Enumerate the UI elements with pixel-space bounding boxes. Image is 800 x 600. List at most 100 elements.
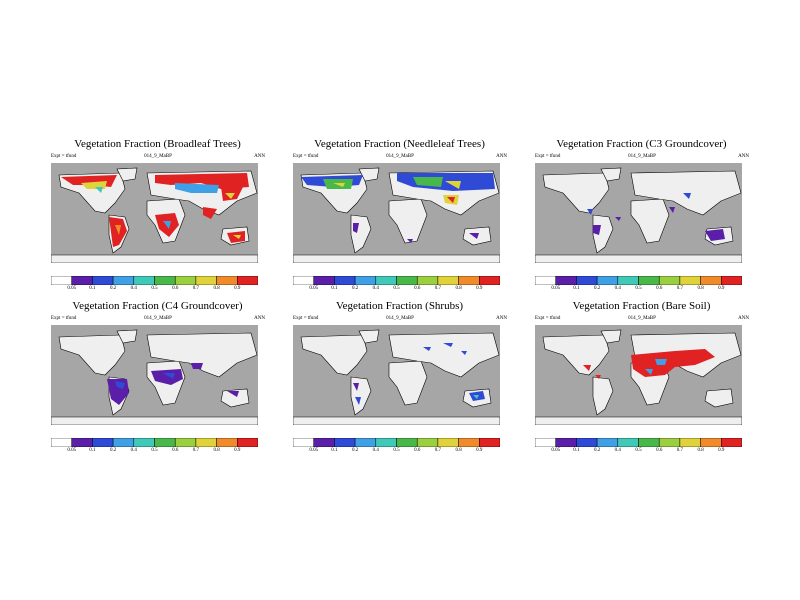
swatch-3 bbox=[596, 438, 619, 447]
swatch-0 bbox=[51, 438, 72, 447]
colorbar-tick-3: 0.4 bbox=[372, 448, 379, 453]
swatch-0 bbox=[293, 276, 314, 285]
colorbar: 0.05 0.1 0.2 0.4 0.5 0.6 0.7 0.8 0.9 bbox=[51, 438, 258, 454]
map-bare-soil bbox=[535, 325, 742, 425]
colorbar-tick-0: 0.05 bbox=[67, 286, 77, 291]
swatch-0 bbox=[293, 438, 314, 447]
colorbar-swatches bbox=[51, 438, 258, 447]
panel-subheader: Expt = tfund 014_9_MaBP ANN bbox=[293, 154, 507, 163]
colorbar-swatches bbox=[51, 276, 258, 285]
colorbar-tick-6: 0.7 bbox=[434, 286, 442, 291]
swatch-2 bbox=[576, 276, 598, 285]
panel-subheader: Expt = tfund 014_9_MaBP ANN bbox=[535, 316, 749, 325]
colorbar-tick-7: 0.8 bbox=[455, 448, 462, 453]
swatch-7 bbox=[679, 276, 701, 285]
panel-bare-soil: Vegetation Fraction (Bare Soil) Expt = t… bbox=[529, 300, 754, 505]
swatch-7 bbox=[195, 438, 217, 447]
colorbar-tick-5: 0.6 bbox=[414, 448, 421, 453]
land-greenland bbox=[358, 167, 380, 182]
swatch-5 bbox=[638, 438, 660, 447]
swatch-2 bbox=[576, 438, 598, 447]
swatch-5 bbox=[154, 438, 176, 447]
swatch-6 bbox=[174, 276, 197, 285]
swatch-0 bbox=[51, 276, 72, 285]
swatch-6 bbox=[174, 438, 197, 447]
colorbar-tick-7: 0.8 bbox=[213, 286, 220, 291]
colorbar-tick-1: 0.1 bbox=[331, 448, 338, 453]
colorbar-tick-3: 0.4 bbox=[372, 286, 379, 291]
colorbar-tick-3: 0.4 bbox=[614, 286, 621, 291]
colorbar-swatches bbox=[535, 438, 742, 447]
colorbar-tick-2: 0.2 bbox=[593, 448, 601, 453]
colorbar-tick-5: 0.6 bbox=[414, 286, 421, 291]
swatch-1 bbox=[71, 276, 93, 285]
colorbar-tick-1: 0.1 bbox=[89, 448, 96, 453]
panel-title: Vegetation Fraction (Needleleaf Trees) bbox=[314, 138, 485, 150]
colorbar-tick-4: 0.5 bbox=[393, 448, 400, 453]
swatch-2 bbox=[334, 276, 356, 285]
colorbar-tick-6: 0.7 bbox=[192, 448, 200, 453]
swatch-3 bbox=[596, 276, 619, 285]
colorbar-tick-0: 0.05 bbox=[309, 286, 319, 291]
colorbar-tick-0: 0.05 bbox=[551, 286, 561, 291]
swatch-3 bbox=[354, 438, 377, 447]
colorbar-tick-3: 0.4 bbox=[130, 286, 137, 291]
colorbar-tick-4: 0.5 bbox=[635, 286, 642, 291]
swatch-3 bbox=[354, 276, 377, 285]
colorbar-tick-5: 0.6 bbox=[172, 286, 179, 291]
colorbar-tick-5: 0.6 bbox=[656, 286, 663, 291]
swatch-4 bbox=[617, 438, 639, 447]
period-label: ANN bbox=[496, 316, 507, 321]
colorbar-tick-1: 0.1 bbox=[573, 286, 580, 291]
swatch-1 bbox=[555, 276, 577, 285]
swatch-5 bbox=[396, 276, 418, 285]
experiment-label: Expt = tfund bbox=[535, 316, 561, 321]
vegetation-overlay bbox=[587, 193, 725, 241]
land-greenland bbox=[116, 329, 138, 344]
swatch-5 bbox=[154, 276, 176, 285]
swatch-8 bbox=[458, 438, 480, 447]
swatch-8 bbox=[700, 276, 722, 285]
map-needleleaf-trees bbox=[293, 163, 500, 263]
swatch-9 bbox=[237, 438, 258, 447]
swatch-4 bbox=[133, 276, 155, 285]
run-label: 014_9_MaBP bbox=[144, 154, 172, 159]
panel-title: Vegetation Fraction (Bare Soil) bbox=[572, 300, 711, 312]
panel-shrubs: Vegetation Fraction (Shrubs) Expt = tfun… bbox=[287, 300, 512, 505]
land-australia bbox=[704, 388, 734, 408]
run-label: 014_9_MaBP bbox=[386, 154, 414, 159]
colorbar-tick-2: 0.2 bbox=[351, 448, 359, 453]
swatch-2 bbox=[92, 438, 114, 447]
swatch-0 bbox=[535, 438, 556, 447]
colorbar-tick-3: 0.4 bbox=[614, 448, 621, 453]
run-label: 014_9_MaBP bbox=[144, 316, 172, 321]
colorbar-tick-7: 0.8 bbox=[697, 286, 704, 291]
colorbar-tick-8: 0.9 bbox=[718, 448, 725, 453]
swatch-7 bbox=[679, 438, 701, 447]
colorbar: 0.05 0.1 0.2 0.4 0.5 0.6 0.7 0.8 0.9 bbox=[51, 276, 258, 292]
panel-needleleaf-trees: Vegetation Fraction (Needleleaf Trees) E… bbox=[287, 138, 512, 343]
colorbar: 0.05 0.1 0.2 0.4 0.5 0.6 0.7 0.8 0.9 bbox=[293, 438, 500, 454]
colorbar-tick-1: 0.1 bbox=[89, 286, 96, 291]
panel-subheader: Expt = tfund 014_9_MaBP ANN bbox=[51, 316, 265, 325]
swatch-7 bbox=[437, 438, 459, 447]
colorbar-tick-1: 0.1 bbox=[331, 286, 338, 291]
land-greenland bbox=[600, 329, 622, 344]
land-africa bbox=[630, 198, 670, 244]
swatch-9 bbox=[237, 276, 258, 285]
colorbar-tick-2: 0.2 bbox=[109, 286, 117, 291]
panel-title: Vegetation Fraction (Broadleaf Trees) bbox=[74, 138, 241, 150]
land-antarctica bbox=[51, 416, 258, 425]
panel-title: Vegetation Fraction (Shrubs) bbox=[335, 300, 464, 312]
land-greenland bbox=[116, 167, 138, 182]
swatch-1 bbox=[555, 438, 577, 447]
colorbar-tick-3: 0.4 bbox=[130, 448, 137, 453]
colorbar-tick-1: 0.1 bbox=[573, 448, 580, 453]
vegetation-overlay bbox=[61, 173, 249, 247]
colorbar-tick-8: 0.9 bbox=[718, 286, 725, 291]
colorbar-tick-8: 0.9 bbox=[476, 286, 483, 291]
colorbar: 0.05 0.1 0.2 0.4 0.5 0.6 0.7 0.8 0.9 bbox=[293, 276, 500, 292]
colorbar-tick-6: 0.7 bbox=[676, 286, 684, 291]
colorbar-tick-7: 0.8 bbox=[697, 448, 704, 453]
land-antarctica bbox=[535, 416, 742, 425]
